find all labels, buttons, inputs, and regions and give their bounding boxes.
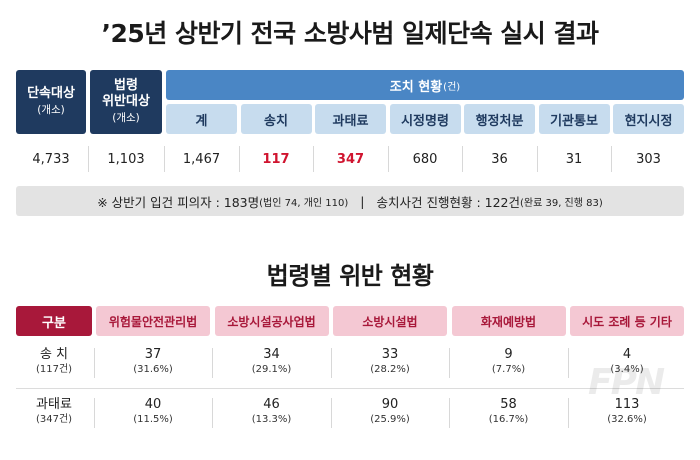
summary-bar: ※ 상반기 입건 피의자 : 183명 (법인 74, 개인 110) | 송치…: [16, 186, 684, 216]
header-inspect-target: 단속대상 (개소): [16, 70, 86, 134]
law-cell: 90 (25.9%): [333, 396, 447, 427]
action-col-header: 과태료: [315, 104, 386, 134]
column-divider: [567, 348, 569, 378]
law-cell: 33 (28.2%): [333, 346, 447, 377]
column-divider: [449, 398, 451, 428]
law-cell: 9 (7.7%): [452, 346, 566, 377]
column-divider: [88, 146, 89, 172]
law-row-label-main: 송 치: [39, 347, 69, 362]
action-col-value: 117: [262, 151, 290, 167]
section-title: 법령별 위반 현황: [266, 262, 434, 290]
action-col-value: 680: [412, 151, 438, 167]
law-cell-count: 9: [504, 347, 513, 362]
column-divider: [93, 348, 95, 378]
header-violation-unit: (개소): [112, 112, 140, 124]
law-row-label: 송 치 (117건): [16, 346, 92, 377]
law-col-header: 시도 조례 등 기타: [570, 306, 684, 336]
column-divider: [536, 146, 538, 172]
header-violation-label-2: 위반대상: [102, 94, 150, 109]
action-col-header: 기관통보: [538, 104, 610, 134]
header-category: 구분: [16, 306, 92, 336]
column-divider: [212, 348, 214, 378]
law-row-label-main: 과태료: [36, 397, 72, 412]
law-cell-count: 37: [144, 347, 162, 362]
action-col-value: 1,467: [182, 151, 221, 167]
law-cell-count: 58: [500, 397, 517, 412]
law-cell: 46 (13.3%): [215, 396, 329, 427]
header-violation-label-1: 법령: [114, 78, 138, 93]
inspect-value: 4,733: [32, 151, 70, 167]
law-cell-count: 34: [263, 347, 280, 362]
header-inspect-unit: (개소): [37, 104, 65, 116]
law-cell-percent: (29.1%): [251, 364, 292, 375]
action-col-value: 347: [336, 151, 365, 167]
summary-separator: |: [360, 193, 365, 209]
column-divider: [330, 348, 332, 378]
law-cell-percent: (31.6%): [133, 364, 173, 375]
law-row-label-sub: (347건): [35, 414, 73, 425]
law-col-header: 소방시설법: [333, 306, 447, 336]
law-cell-count: 46: [263, 397, 280, 412]
action-col-header: 송치: [240, 104, 312, 134]
law-cell-count: 90: [381, 397, 399, 412]
law-cell-percent: (11.5%): [133, 414, 173, 425]
column-divider: [93, 398, 95, 428]
header-inspect-label: 단속대상: [27, 86, 75, 101]
header-category-label: 구분: [42, 315, 66, 331]
summary-progress-detail: (완료 39, 진행 83): [520, 197, 603, 209]
law-cell: 40 (11.5%): [96, 396, 210, 427]
law-cell: 4 (3.4%): [570, 346, 684, 377]
column-divider: [330, 398, 332, 428]
row-divider: [16, 388, 684, 389]
column-divider: [387, 146, 389, 172]
law-cell-count: 33: [381, 347, 399, 362]
law-row-label-sub: (117건): [35, 364, 73, 375]
law-cell-percent: (28.2%): [370, 364, 410, 375]
law-cell: 58 (16.7%): [452, 396, 566, 427]
law-cell-percent: (7.7%): [491, 364, 526, 375]
violation-value: 1,103: [107, 151, 145, 167]
law-cell: 113 (32.6%): [570, 396, 684, 427]
law-cell-percent: (32.6%): [607, 414, 647, 425]
law-col-header: 화재예방법: [451, 306, 566, 336]
action-col-header: 행정처분: [464, 104, 535, 134]
column-divider: [449, 348, 451, 378]
law-cell-percent: (3.4%): [610, 364, 644, 375]
action-col-header: 계: [166, 104, 237, 134]
header-action-unit: (건): [443, 81, 461, 93]
watermark-logo: FPN: [588, 362, 665, 403]
action-col-value: 303: [636, 151, 661, 167]
column-divider: [567, 398, 569, 428]
law-cell-percent: (16.7%): [488, 414, 529, 425]
action-col-value: 31: [565, 151, 583, 167]
action-col-header: 시정명령: [389, 104, 461, 134]
page-title: ’25년 상반기 전국 소방사범 일제단속 실시 결과: [101, 19, 599, 48]
summary-progress-label: 송치사건 진행현황 : 122건: [376, 194, 521, 210]
law-cell: 34 (29.1%): [215, 346, 329, 377]
law-row-label: 과태료 (347건): [16, 396, 92, 427]
law-cell-count: 40: [144, 397, 162, 412]
law-cell: 37 (31.6%): [96, 346, 210, 377]
column-divider: [313, 146, 315, 172]
law-cell-percent: (13.3%): [251, 414, 292, 425]
law-col-header: 위험물안전관리법: [96, 306, 210, 336]
summary-victims-label: ※ 상반기 입건 피의자 : 183명: [97, 194, 260, 210]
law-cell-count: 4: [622, 347, 632, 362]
column-divider: [462, 146, 464, 172]
summary-victims-detail: (법인 74, 개인 110): [259, 197, 349, 209]
law-cell-percent: (25.9%): [370, 414, 410, 425]
column-divider: [164, 146, 165, 172]
column-divider: [238, 146, 240, 172]
header-action-label: 조치 현황: [389, 79, 443, 95]
action-col-value: 36: [491, 151, 508, 167]
column-divider: [611, 146, 613, 172]
law-col-header: 소방시설공사업법: [214, 306, 329, 336]
header-violation-target: 법령 위반대상 (개소): [90, 70, 162, 134]
law-cell-count: 113: [614, 397, 640, 412]
header-action-status: 조치 현황 (건): [166, 70, 684, 100]
action-col-header: 현지시정: [613, 104, 684, 134]
column-divider: [212, 398, 214, 428]
